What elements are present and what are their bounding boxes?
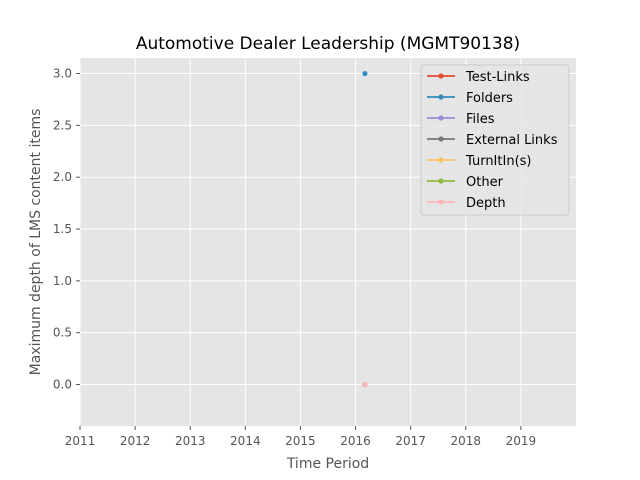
- y-tick-label: 3.0: [53, 67, 72, 81]
- legend-swatch-marker: [438, 157, 444, 163]
- legend-swatch-marker: [438, 115, 444, 121]
- x-axis-label: Time Period: [286, 456, 369, 472]
- data-point: [362, 70, 368, 77]
- x-tick-label: 2014: [230, 434, 261, 448]
- x-axis-ticks: 2011 2012 2013 2014 2015 2016 2017 2018 2019: [65, 426, 536, 448]
- legend-swatch-marker: [438, 136, 444, 142]
- x-tick-label: 2018: [451, 434, 482, 448]
- legend-swatch-marker: [438, 94, 444, 100]
- legend-entry-label: Depth: [466, 196, 506, 211]
- legend-box: [420, 64, 570, 216]
- chart-title: Automotive Dealer Leadership (MGMT90138): [136, 34, 520, 54]
- legend-swatch-marker: [438, 178, 444, 184]
- legend: Test-Links Folders Files External Links Turn…: [420, 64, 570, 216]
- y-tick-label: 0.0: [53, 378, 72, 392]
- y-tick-label: 1.0: [53, 274, 72, 288]
- y-tick-label: 2.5: [53, 118, 72, 132]
- x-tick-label: 2011: [65, 434, 96, 448]
- data-point: [362, 381, 368, 388]
- x-tick-label: 2016: [340, 434, 371, 448]
- x-tick-label: 2017: [395, 434, 426, 448]
- legend-entry-label: Other: [466, 175, 504, 190]
- y-axis-ticks: 0.0 0.5 1.0 1.5 2.0 2.5 3.0: [53, 67, 80, 392]
- legend-swatch-marker: [438, 199, 444, 205]
- y-tick-label: 0.5: [53, 326, 72, 340]
- legend-entry-label: Files: [466, 112, 495, 127]
- y-tick-label: 1.5: [53, 222, 72, 236]
- legend-swatch-marker: [438, 73, 444, 79]
- x-tick-label: 2019: [506, 434, 537, 448]
- legend-entry-label: External Links: [466, 133, 558, 148]
- x-tick-label: 2015: [285, 434, 316, 448]
- y-axis-label: Maximum depth of LMS content items: [28, 109, 44, 376]
- x-tick-label: 2013: [175, 434, 206, 448]
- legend-entry-label: Test-Links: [465, 70, 530, 85]
- data-markers: [362, 70, 368, 388]
- x-tick-label: 2012: [120, 434, 151, 448]
- y-tick-label: 2.0: [53, 170, 72, 184]
- legend-entry-label: Folders: [466, 91, 513, 106]
- legend-entry-label: TurnItIn(s): [465, 154, 531, 169]
